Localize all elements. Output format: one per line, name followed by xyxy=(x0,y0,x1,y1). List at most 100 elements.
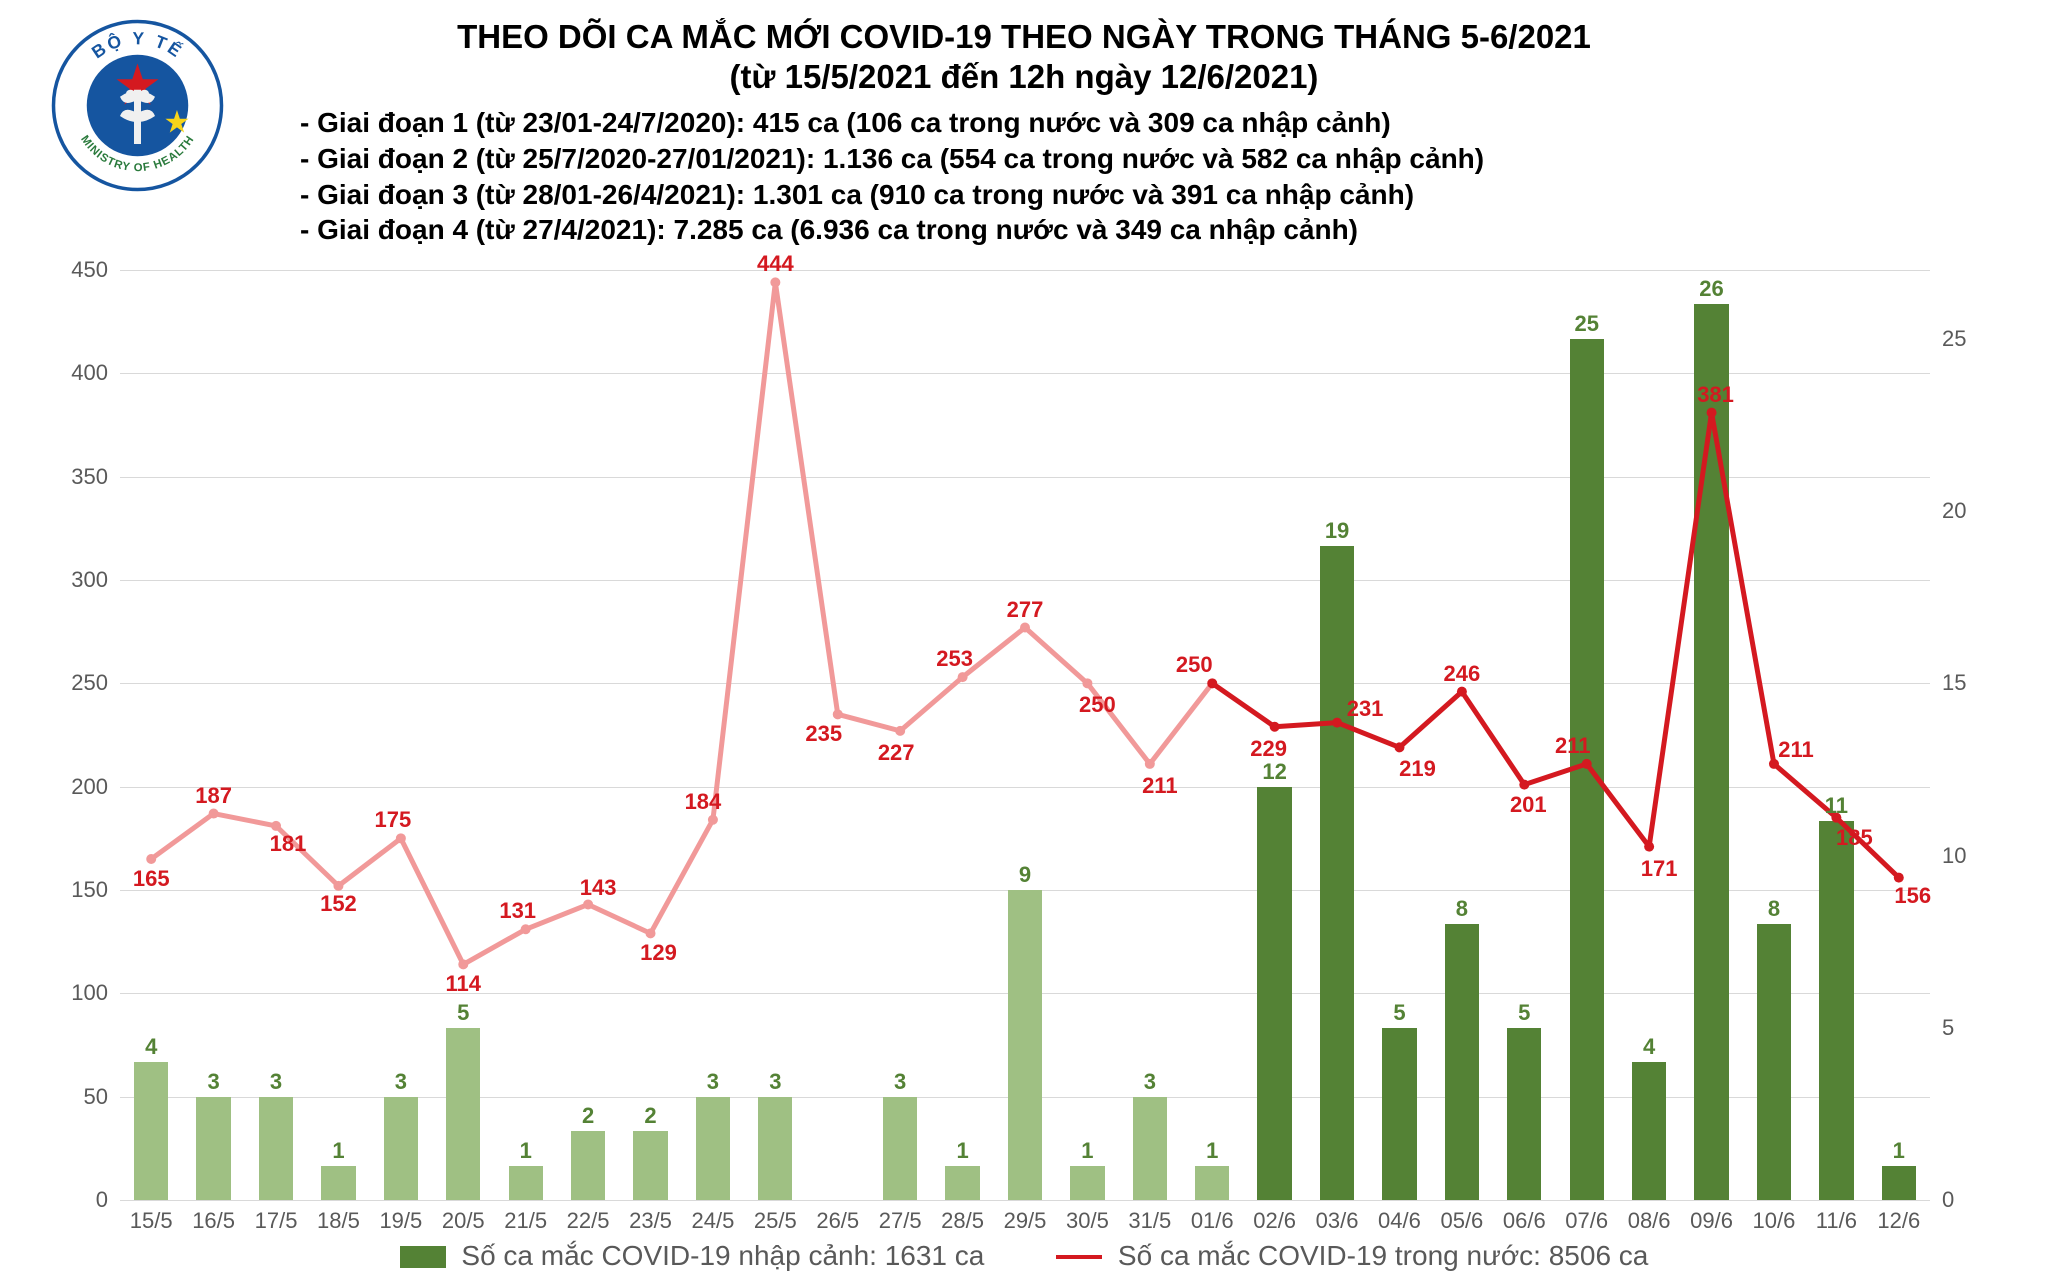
line-marker xyxy=(770,277,780,287)
y1-tick: 450 xyxy=(71,257,108,283)
line-marker xyxy=(958,672,968,682)
x-tick: 19/5 xyxy=(379,1208,422,1234)
y1-tick: 200 xyxy=(71,774,108,800)
line-label: 156 xyxy=(1894,883,1931,909)
line-marker xyxy=(1020,623,1030,633)
y1-tick: 100 xyxy=(71,980,108,1006)
x-tick: 06/6 xyxy=(1503,1208,1546,1234)
x-tick: 04/6 xyxy=(1378,1208,1421,1234)
line-label: 201 xyxy=(1510,792,1547,818)
chart-title-line1: THEO DÕI CA MẮC MỚI COVID-19 THEO NGÀY T… xyxy=(0,18,2048,56)
line-marker xyxy=(396,833,406,843)
line-label: 381 xyxy=(1697,382,1734,408)
line-marker xyxy=(1582,759,1592,769)
line-label: 181 xyxy=(270,831,307,857)
line-label: 131 xyxy=(499,898,536,924)
x-tick: 29/5 xyxy=(1004,1208,1047,1234)
x-tick: 26/5 xyxy=(816,1208,859,1234)
y1-tick: 150 xyxy=(71,877,108,903)
x-tick: 30/5 xyxy=(1066,1208,1109,1234)
x-tick: 11/6 xyxy=(1816,1208,1857,1234)
line-marker xyxy=(833,709,843,719)
y2-tick: 15 xyxy=(1942,670,1966,696)
summary-line: - Giai đoạn 2 (từ 25/7/2020-27/01/2021):… xyxy=(300,141,1484,177)
y1-tick: 0 xyxy=(96,1187,108,1213)
line-marker xyxy=(209,809,219,819)
line-label: 175 xyxy=(375,807,412,833)
line-marker xyxy=(1145,759,1155,769)
line-marker xyxy=(895,726,905,736)
line-label: 229 xyxy=(1250,736,1287,762)
line-marker xyxy=(1332,718,1342,728)
line-label: 152 xyxy=(320,891,357,917)
bar-label: 1 xyxy=(1893,1138,1905,1164)
line-label: 143 xyxy=(580,875,617,901)
line-marker xyxy=(1519,780,1529,790)
x-tick: 22/5 xyxy=(567,1208,610,1234)
bar-label: 3 xyxy=(707,1069,719,1095)
line-marker xyxy=(1394,742,1404,752)
line-label: 250 xyxy=(1176,652,1213,678)
line-marker xyxy=(1707,408,1717,418)
x-tick: 31/5 xyxy=(1128,1208,1171,1234)
bar-label: 1 xyxy=(1081,1138,1093,1164)
bar-label: 4 xyxy=(145,1034,157,1060)
line-series-svg xyxy=(120,270,1930,1200)
line-marker xyxy=(1082,678,1092,688)
y1-tick: 350 xyxy=(71,464,108,490)
line-marker xyxy=(458,959,468,969)
y2-tick: 5 xyxy=(1942,1015,1954,1041)
bar-label: 1 xyxy=(956,1138,968,1164)
x-tick: 15/5 xyxy=(130,1208,173,1234)
x-tick: 16/5 xyxy=(192,1208,235,1234)
line-label: 171 xyxy=(1641,856,1678,882)
bar-label: 3 xyxy=(1144,1069,1156,1095)
legend-item-line: Số ca mắc COVID-19 trong nước: 8506 ca xyxy=(1056,1240,1648,1272)
y1-tick: 400 xyxy=(71,360,108,386)
summary-line: - Giai đoạn 1 (từ 23/01-24/7/2020): 415 … xyxy=(300,105,1484,141)
bar-label: 5 xyxy=(1393,1000,1405,1026)
bar-label: 5 xyxy=(1518,1000,1530,1026)
x-tick: 12/6 xyxy=(1877,1208,1920,1234)
line-label: 231 xyxy=(1347,696,1384,722)
y1-tick: 300 xyxy=(71,567,108,593)
bar-label: 3 xyxy=(207,1069,219,1095)
y1-tick: 50 xyxy=(84,1084,108,1110)
x-tick: 20/5 xyxy=(442,1208,485,1234)
summary-line: - Giai đoạn 3 (từ 28/01-26/4/2021): 1.30… xyxy=(300,177,1484,213)
chart-summary: - Giai đoạn 1 (từ 23/01-24/7/2020): 415 … xyxy=(300,105,1484,248)
line-label: 185 xyxy=(1836,825,1873,851)
x-tick: 03/6 xyxy=(1316,1208,1359,1234)
line-marker xyxy=(1644,842,1654,852)
bar-label: 2 xyxy=(644,1103,656,1129)
x-tick: 23/5 xyxy=(629,1208,672,1234)
line-marker xyxy=(521,924,531,934)
y1-tick: 250 xyxy=(71,670,108,696)
chart-root: BỘ Y TẾ MINISTRY OF HEALTH THEO DÕI CA M… xyxy=(0,0,2048,1286)
line-label: 219 xyxy=(1399,756,1436,782)
x-tick: 01/6 xyxy=(1191,1208,1234,1234)
line-label: 227 xyxy=(878,740,915,766)
bar-label: 1 xyxy=(1206,1138,1218,1164)
bar-label: 12 xyxy=(1262,759,1286,785)
x-tick: 02/6 xyxy=(1253,1208,1296,1234)
chart-title-line2: (từ 15/5/2021 đến 12h ngày 12/6/2021) xyxy=(0,58,2048,96)
bar-label: 4 xyxy=(1643,1034,1655,1060)
bar-label: 3 xyxy=(395,1069,407,1095)
bar-label: 25 xyxy=(1574,311,1598,337)
x-tick: 25/5 xyxy=(754,1208,797,1234)
y2-tick: 25 xyxy=(1942,326,1966,352)
line-segment xyxy=(151,282,1212,964)
line-marker xyxy=(271,821,281,831)
line-label: 246 xyxy=(1444,661,1481,687)
bar-label: 1 xyxy=(520,1138,532,1164)
line-marker xyxy=(708,815,718,825)
x-tick: 21/5 xyxy=(504,1208,547,1234)
x-tick: 10/6 xyxy=(1753,1208,1796,1234)
line-marker xyxy=(146,854,156,864)
bar-label: 8 xyxy=(1768,896,1780,922)
x-tick: 28/5 xyxy=(941,1208,984,1234)
line-label: 444 xyxy=(757,251,794,277)
line-label: 165 xyxy=(133,866,170,892)
line-marker xyxy=(333,881,343,891)
